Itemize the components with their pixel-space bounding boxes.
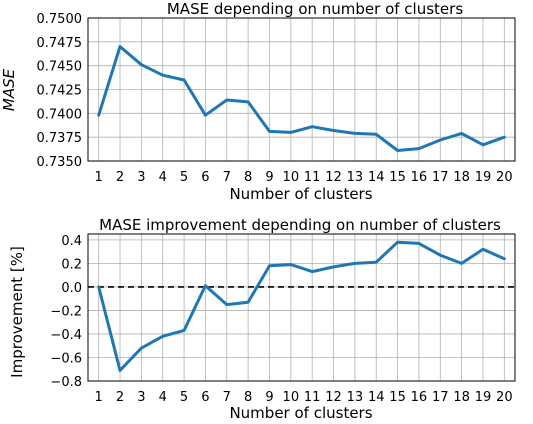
x-tick-label: 19 — [475, 170, 492, 185]
series-line — [97, 240, 506, 372]
x-tick-label: 11 — [304, 170, 321, 185]
series-line — [97, 45, 506, 152]
x-tick-label: 14 — [368, 390, 385, 405]
x-tick-label: 10 — [283, 170, 300, 185]
y-tick-label: 0.7400 — [37, 107, 83, 122]
x-tick-label: 2 — [116, 170, 124, 185]
x-tick-label: 3 — [137, 170, 145, 185]
x-tick-label: 15 — [389, 170, 406, 185]
y-tick-label: 0.7350 — [37, 155, 83, 170]
y-tick-label: −0.4 — [50, 328, 82, 343]
x-tick-label: 9 — [265, 170, 273, 185]
y-tick-label: 0.0 — [61, 281, 82, 296]
x-axis-label: Number of clusters — [229, 185, 372, 203]
tick-labels: 0.7350 0.7375 0.7400 0.7425 0.7450 0.7475 0.75… — [37, 12, 513, 185]
plot-frame — [87, 17, 516, 162]
x-tick-label: 7 — [223, 390, 231, 405]
x-tick-label: 2 — [116, 390, 124, 405]
tick-labels: −0.8−0.6−0.4−0.20.00.20.41 2 3 4 5 6 7 8 9 10 11 12… — [50, 234, 512, 405]
chart-title: MASE depending on number of clusters — [167, 0, 463, 18]
y-axis-label: MASE — [0, 68, 18, 111]
plot-frame — [87, 233, 516, 382]
x-tick-label: 1 — [95, 390, 103, 405]
x-axis-label: Number of clusters — [229, 404, 372, 422]
y-tick-label: 0.2 — [61, 257, 82, 272]
y-tick-label: −0.6 — [50, 351, 82, 366]
x-tick-label: 7 — [223, 170, 231, 185]
y-tick-label: 0.7475 — [37, 36, 83, 51]
x-tick-label: 6 — [201, 170, 209, 185]
x-tick-label: 20 — [496, 390, 513, 405]
x-tick-label: 5 — [180, 170, 188, 185]
x-tick-label: 12 — [325, 390, 342, 405]
x-tick-label: 8 — [244, 390, 252, 405]
chart-title: MASE improvement depending on number of … — [99, 216, 501, 234]
x-tick-label: 1 — [95, 170, 103, 185]
grid — [88, 17, 515, 162]
x-tick-label: 6 — [201, 390, 209, 405]
x-tick-label: 4 — [159, 390, 167, 405]
x-tick-label: 19 — [475, 390, 492, 405]
x-tick-label: 16 — [411, 170, 428, 185]
y-tick-label: 0.7375 — [37, 131, 83, 146]
x-tick-label: 3 — [137, 390, 145, 405]
y-tick-label: 0.7500 — [37, 12, 83, 27]
x-tick-label: 13 — [347, 390, 364, 405]
y-tick-label: 0.7425 — [37, 84, 83, 99]
chart-improvement: MASE improvement depending on number of … — [8, 216, 516, 422]
x-tick-label: 5 — [180, 390, 188, 405]
x-tick-label: 18 — [453, 390, 470, 405]
y-tick-label: 0.4 — [61, 234, 82, 249]
x-tick-label: 18 — [453, 170, 470, 185]
grid — [88, 234, 515, 382]
y-tick-label: 0.7450 — [37, 60, 83, 75]
x-tick-label: 10 — [283, 390, 300, 405]
x-tick-label: 17 — [432, 170, 449, 185]
x-tick-label: 14 — [368, 170, 385, 185]
chart-mase: MASE depending on number of clusters 0.7… — [0, 0, 516, 203]
y-tick-label: −0.2 — [50, 304, 82, 319]
x-tick-label: 8 — [244, 170, 252, 185]
x-tick-label: 15 — [389, 390, 406, 405]
x-tick-label: 17 — [432, 390, 449, 405]
y-axis-label: Improvement [%] — [8, 246, 26, 378]
x-tick-label: 9 — [265, 390, 273, 405]
x-tick-label: 4 — [159, 170, 167, 185]
y-tick-label: −0.8 — [50, 375, 82, 390]
x-tick-label: 13 — [347, 170, 364, 185]
x-tick-label: 11 — [304, 390, 321, 405]
x-tick-label: 16 — [411, 390, 428, 405]
x-tick-label: 12 — [325, 170, 342, 185]
x-tick-label: 20 — [496, 170, 513, 185]
